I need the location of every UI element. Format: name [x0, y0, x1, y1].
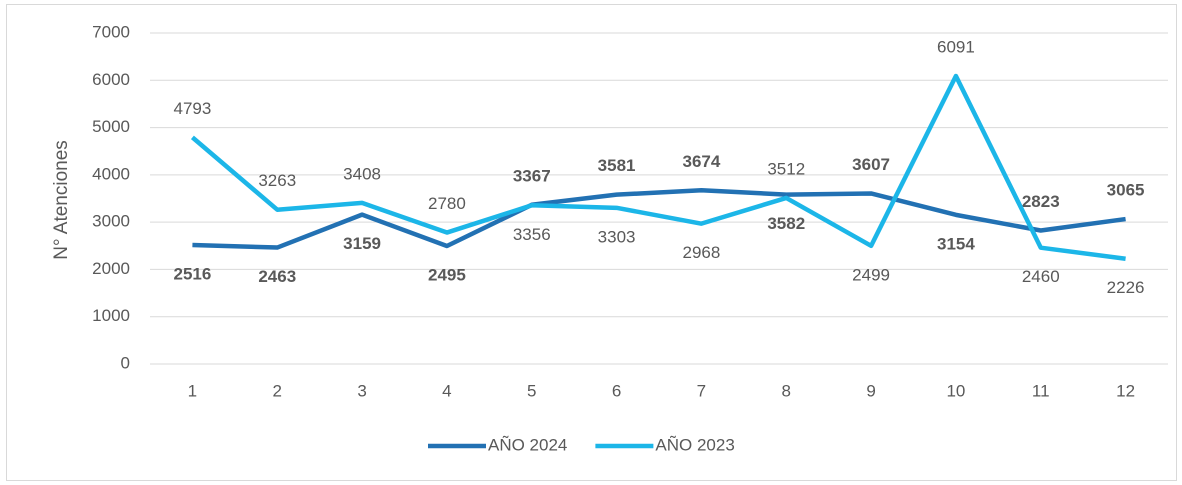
data-label: 2823 [1022, 192, 1060, 211]
data-line [190, 73, 1126, 261]
data-label: 2226 [1107, 278, 1145, 297]
x-tick-label: 1 [188, 381, 197, 400]
data-label: 2499 [852, 265, 890, 284]
y-tick-label: 7000 [92, 22, 130, 41]
x-tick-label: 7 [697, 381, 706, 400]
data-label: 3408 [343, 164, 381, 183]
data-label: 3582 [767, 214, 805, 233]
data-label: 4793 [174, 99, 212, 118]
data-label: 3581 [598, 156, 636, 175]
x-tick-label: 5 [527, 381, 536, 400]
x-tick-label: 8 [782, 381, 791, 400]
x-tick-label: 9 [866, 381, 875, 400]
y-tick-label: 0 [121, 353, 130, 372]
legend-label: AÑO 2024 [488, 435, 567, 454]
y-tick-label: 2000 [92, 259, 130, 278]
x-tick-label: 3 [357, 381, 366, 400]
data-label: 6091 [937, 37, 975, 56]
data-label: 2463 [258, 267, 296, 286]
data-label: 3512 [767, 159, 805, 178]
data-label: 3263 [258, 171, 296, 190]
data-label: 2780 [428, 194, 466, 213]
data-label: 3607 [852, 155, 890, 174]
x-tick-label: 11 [1032, 381, 1050, 400]
y-tick-label: 5000 [92, 117, 130, 136]
chart-frame [6, 4, 1177, 481]
y-tick-label: 6000 [92, 70, 130, 89]
x-tick-label: 4 [442, 381, 451, 400]
data-label: 3154 [937, 234, 975, 253]
data-label: 3356 [513, 225, 551, 244]
data-label: 2968 [683, 243, 721, 262]
legend-label: AÑO 2023 [655, 435, 734, 454]
data-label: 2516 [174, 265, 212, 284]
x-tick-label: 10 [946, 381, 965, 400]
x-tick-label: 6 [612, 381, 621, 400]
data-label: 3303 [598, 227, 636, 246]
data-label: 2495 [428, 266, 466, 285]
x-tick-label: 12 [1116, 381, 1135, 400]
data-line [192, 188, 1126, 250]
x-tick-label: 2 [273, 381, 282, 400]
y-tick-label: 1000 [92, 306, 130, 325]
data-label: 3674 [683, 152, 721, 171]
y-tick-label: 4000 [92, 164, 130, 183]
y-tick-label: 3000 [92, 212, 130, 231]
data-label: 3159 [343, 234, 381, 253]
data-label: 3367 [513, 166, 551, 185]
data-label: 2460 [1022, 267, 1060, 286]
y-axis-label: N° Atenciones [51, 140, 72, 260]
data-label: 3065 [1107, 181, 1145, 200]
